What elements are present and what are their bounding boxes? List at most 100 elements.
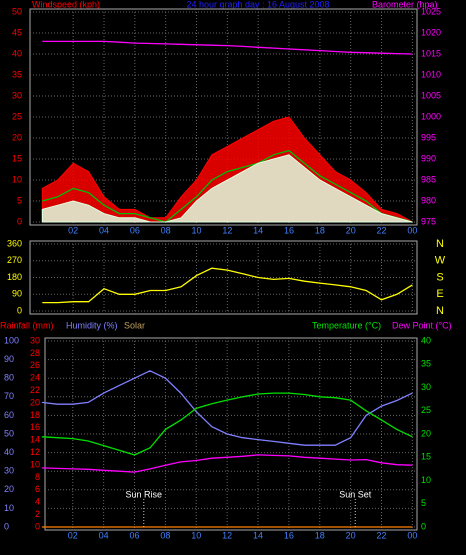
y-tick-label: 25 bbox=[421, 405, 431, 415]
y-tick-label: N bbox=[436, 238, 444, 250]
legend-humidity: Humidity (%) bbox=[66, 320, 118, 330]
chart-title: 24 hour graph day : 16 August 2008 bbox=[186, 0, 329, 9]
x-tick-label: 06 bbox=[130, 530, 140, 540]
y-tick-label: 20 bbox=[421, 428, 431, 438]
y-tick-label: 35 bbox=[12, 69, 22, 79]
y-tick-label: 0 bbox=[35, 521, 40, 531]
x-tick-label: 12 bbox=[222, 225, 232, 235]
x-tick-label: 04 bbox=[99, 530, 109, 540]
y-tick-label: 25 bbox=[12, 111, 22, 121]
y-tick-label: 985 bbox=[421, 174, 436, 184]
y-tick-label: 0 bbox=[421, 521, 426, 531]
x-tick-label: 18 bbox=[315, 530, 325, 540]
legend-solar: Solar bbox=[124, 320, 145, 330]
annotation: Sun Set bbox=[339, 489, 372, 499]
y-tick-label: 20 bbox=[12, 132, 22, 142]
y-tick-label: 35 bbox=[421, 359, 431, 369]
y-tick-label: 22 bbox=[30, 385, 40, 395]
y-tick-label: 60 bbox=[4, 410, 14, 420]
y-tick-label: 15 bbox=[421, 452, 431, 462]
y-tick-label: 14 bbox=[30, 435, 40, 445]
y-tick-label: 50 bbox=[12, 6, 22, 16]
y-tick-label: 1005 bbox=[421, 90, 441, 100]
y-tick-label: 10 bbox=[4, 503, 14, 513]
y-tick-label: 30 bbox=[421, 382, 431, 392]
y-tick-label: 990 bbox=[421, 153, 436, 163]
y-tick-label: 30 bbox=[4, 466, 14, 476]
series-line bbox=[42, 267, 413, 304]
y-tick-label: 1015 bbox=[421, 48, 441, 58]
y-tick-label: 40 bbox=[12, 48, 22, 58]
y-tick-label: 40 bbox=[4, 447, 14, 457]
x-tick-label: 22 bbox=[377, 225, 387, 235]
y-tick-label: 1010 bbox=[421, 69, 441, 79]
y-tick-label: N bbox=[436, 305, 444, 317]
series-line bbox=[41, 454, 413, 473]
x-tick-label: 16 bbox=[284, 225, 294, 235]
x-tick-label: 16 bbox=[284, 530, 294, 540]
y-tick-label: 20 bbox=[4, 484, 14, 494]
y-tick-label: 45 bbox=[12, 27, 22, 37]
y-tick-label: 4 bbox=[35, 497, 40, 507]
series-line bbox=[41, 370, 413, 446]
y-tick-label: 26 bbox=[30, 360, 40, 370]
x-tick-label: 10 bbox=[192, 225, 202, 235]
y-tick-label: 90 bbox=[4, 354, 14, 364]
y-tick-label: 270 bbox=[7, 255, 22, 265]
x-tick-label: 00 bbox=[407, 225, 417, 235]
x-tick-label: 02 bbox=[68, 530, 78, 540]
y-tick-label: 18 bbox=[30, 410, 40, 420]
x-tick-label: 14 bbox=[253, 225, 263, 235]
series-line bbox=[42, 40, 413, 55]
x-tick-label: 06 bbox=[130, 225, 140, 235]
y-tick-label: S bbox=[436, 271, 443, 283]
y-tick-label: 10 bbox=[30, 459, 40, 469]
x-tick-label: 20 bbox=[346, 530, 356, 540]
y-tick-label: 5 bbox=[421, 498, 426, 508]
legend-temperature: Temperature (°C) bbox=[312, 320, 381, 330]
y-tick-label: 0 bbox=[17, 305, 22, 315]
y-tick-label: 12 bbox=[30, 447, 40, 457]
y-tick-label: 10 bbox=[12, 174, 22, 184]
y-tick-label: 1025 bbox=[421, 6, 441, 16]
x-tick-label: 12 bbox=[222, 530, 232, 540]
y-tick-label: 100 bbox=[4, 335, 19, 345]
x-tick-label: 08 bbox=[160, 530, 170, 540]
y2-label: Barometer (hpa) bbox=[372, 0, 438, 9]
y-tick-label: 5 bbox=[17, 195, 22, 205]
series-line bbox=[42, 149, 413, 223]
y-tick-label: 24 bbox=[30, 373, 40, 383]
x-tick-label: 04 bbox=[99, 225, 109, 235]
y-tick-label: 6 bbox=[35, 484, 40, 494]
x-tick-label: 02 bbox=[68, 225, 78, 235]
x-tick-label: 00 bbox=[407, 530, 417, 540]
y-tick-label: 995 bbox=[421, 132, 436, 142]
series-area bbox=[41, 154, 413, 223]
legend-dewpoint: Dew Point (°C) bbox=[392, 320, 452, 330]
y-label: Windspeed (kph) bbox=[32, 0, 100, 9]
series-line bbox=[41, 392, 413, 456]
y-tick-label: 1020 bbox=[421, 27, 441, 37]
x-tick-label: 20 bbox=[346, 225, 356, 235]
y-tick-label: 28 bbox=[30, 348, 40, 358]
y-tick-label: 40 bbox=[421, 335, 431, 345]
y-tick-label: 30 bbox=[30, 335, 40, 345]
y-tick-label: 50 bbox=[4, 428, 14, 438]
y-tick-label: 0 bbox=[17, 216, 22, 226]
y-tick-label: 0 bbox=[4, 521, 9, 531]
y-tick-label: 180 bbox=[7, 272, 22, 282]
y-tick-label: 975 bbox=[421, 216, 436, 226]
y-tick-label: 8 bbox=[35, 472, 40, 482]
x-tick-label: 18 bbox=[315, 225, 325, 235]
y-tick-label: 90 bbox=[12, 289, 22, 299]
x-tick-label: 14 bbox=[253, 530, 263, 540]
y-tick-label: 20 bbox=[30, 397, 40, 407]
y-tick-label: E bbox=[436, 288, 443, 300]
y-tick-label: 2 bbox=[35, 509, 40, 519]
y-tick-label: 360 bbox=[7, 238, 22, 248]
y-tick-label: 15 bbox=[12, 153, 22, 163]
y-tick-label: 1000 bbox=[421, 111, 441, 121]
y-tick-label: 80 bbox=[4, 373, 14, 383]
y-tick-label: 30 bbox=[12, 90, 22, 100]
